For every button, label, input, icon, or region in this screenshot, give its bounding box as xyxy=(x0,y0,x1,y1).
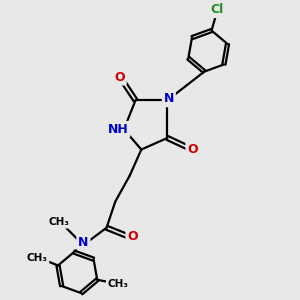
Text: O: O xyxy=(127,230,138,243)
Text: Cl: Cl xyxy=(211,3,224,16)
Text: CH₃: CH₃ xyxy=(48,217,69,227)
Text: CH₃: CH₃ xyxy=(107,279,128,289)
Text: N: N xyxy=(164,92,174,105)
Text: N: N xyxy=(78,236,88,249)
Text: O: O xyxy=(187,143,198,156)
Text: CH₃: CH₃ xyxy=(27,253,48,263)
Text: NH: NH xyxy=(108,123,128,136)
Text: O: O xyxy=(114,70,125,84)
